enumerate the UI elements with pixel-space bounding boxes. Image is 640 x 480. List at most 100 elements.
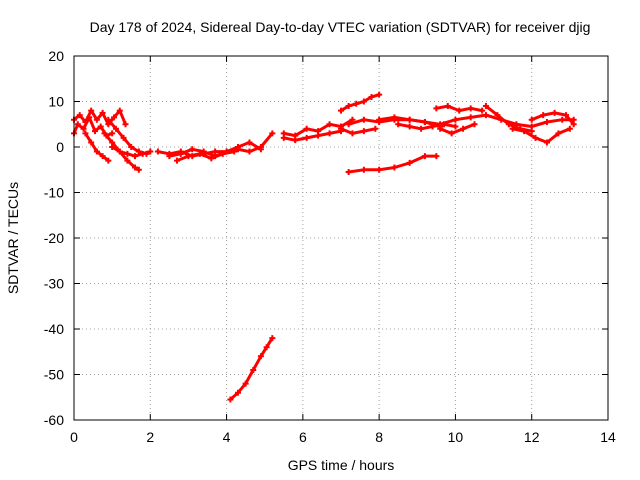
chart-title: Day 178 of 2024, Sidereal Day-to-day VTE… xyxy=(90,19,591,35)
data-point xyxy=(219,150,226,157)
data-point xyxy=(452,123,459,130)
data-point xyxy=(460,125,467,132)
data-point xyxy=(88,139,95,146)
data-point xyxy=(433,153,440,160)
data-point xyxy=(452,116,459,123)
x-axis-label: GPS time / hours xyxy=(288,457,395,473)
data-point xyxy=(235,144,242,150)
data-point xyxy=(99,109,106,116)
data-point xyxy=(122,121,129,128)
data-point xyxy=(235,389,242,396)
x-tick-label: 10 xyxy=(448,429,464,445)
data-point xyxy=(543,139,550,146)
data-point xyxy=(395,121,402,128)
data-point xyxy=(93,116,100,123)
data-point xyxy=(280,134,287,141)
data-point xyxy=(532,134,539,141)
data-point xyxy=(101,130,108,137)
data-point xyxy=(467,105,474,112)
data-point xyxy=(105,116,112,123)
data-point xyxy=(74,121,81,128)
data-point xyxy=(292,137,299,144)
y-tick-label: -50 xyxy=(44,367,64,383)
data-point xyxy=(185,153,192,160)
data-point xyxy=(471,121,478,128)
data-point xyxy=(88,107,95,114)
data-point xyxy=(227,396,234,403)
data-point xyxy=(360,128,367,135)
data-point xyxy=(91,128,98,135)
data-point xyxy=(444,103,451,110)
data-point xyxy=(208,155,215,162)
data-point xyxy=(368,93,375,100)
data-point xyxy=(391,164,398,171)
data-point xyxy=(353,100,360,107)
y-tick-label: 20 xyxy=(48,48,64,64)
data-point xyxy=(177,150,184,157)
x-tick-label: 4 xyxy=(223,429,231,445)
data-point xyxy=(570,121,577,128)
x-tick-label: 0 xyxy=(70,429,78,445)
data-point xyxy=(97,123,104,130)
data-point xyxy=(147,148,154,155)
series-line xyxy=(339,127,377,135)
y-tick-label: -60 xyxy=(44,412,64,428)
data-point xyxy=(543,118,550,125)
data-point xyxy=(80,125,87,132)
data-point xyxy=(99,153,106,160)
data-point xyxy=(120,134,127,141)
data-point xyxy=(269,335,276,342)
data-point xyxy=(429,123,436,130)
data-point xyxy=(257,353,264,360)
x-tick-label: 6 xyxy=(299,429,307,445)
data-point xyxy=(128,144,135,150)
data-point xyxy=(189,146,196,153)
data-point xyxy=(109,130,116,137)
data-point xyxy=(86,114,93,121)
data-point xyxy=(112,125,119,132)
data-point xyxy=(349,130,356,137)
data-point xyxy=(467,114,474,121)
data-point xyxy=(246,139,253,146)
data-point xyxy=(421,118,428,125)
data-point xyxy=(437,125,444,132)
data-point xyxy=(482,103,489,110)
data-point xyxy=(372,125,379,132)
data-point xyxy=(231,148,238,155)
data-point xyxy=(124,150,131,157)
series-line xyxy=(72,109,127,126)
data-point xyxy=(154,148,161,155)
data-point xyxy=(326,130,333,137)
y-axis-label: SDTVAR / TECUs xyxy=(5,182,21,294)
y-tick-label: 10 xyxy=(48,94,64,110)
data-point xyxy=(406,116,413,123)
x-tick-label: 12 xyxy=(524,429,540,445)
x-tick-label: 8 xyxy=(375,429,383,445)
y-tick-label: -10 xyxy=(44,185,64,201)
data-point xyxy=(257,146,264,153)
data-point xyxy=(139,150,146,157)
data-point xyxy=(555,130,562,137)
data-point xyxy=(116,107,123,114)
data-point xyxy=(433,105,440,112)
data-point xyxy=(132,164,139,171)
data-point xyxy=(559,116,566,123)
data-point xyxy=(250,366,257,373)
data-point xyxy=(166,153,173,160)
data-point xyxy=(132,153,139,160)
data-point xyxy=(505,121,512,128)
data-point xyxy=(528,116,535,123)
data-point xyxy=(345,169,352,176)
data-layer xyxy=(71,91,577,403)
data-point xyxy=(263,344,270,351)
data-point xyxy=(124,157,131,164)
data-point xyxy=(479,107,486,114)
data-point xyxy=(360,116,367,123)
data-point xyxy=(421,153,428,160)
data-point xyxy=(345,103,352,110)
data-point xyxy=(196,150,203,157)
data-point xyxy=(135,166,142,173)
data-point xyxy=(540,112,547,119)
data-point xyxy=(563,112,570,119)
